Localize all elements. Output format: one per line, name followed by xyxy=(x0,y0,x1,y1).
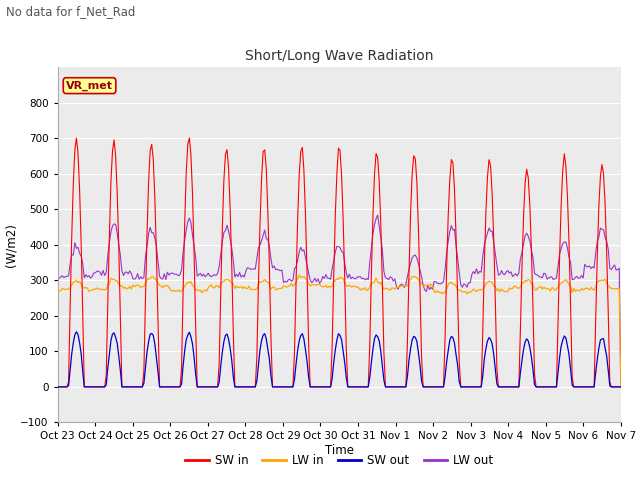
Title: Short/Long Wave Radiation: Short/Long Wave Radiation xyxy=(245,49,433,63)
Text: No data for f_Net_Rad: No data for f_Net_Rad xyxy=(6,5,136,18)
Legend: SW in, LW in, SW out, LW out: SW in, LW in, SW out, LW out xyxy=(180,449,498,472)
Y-axis label: (W/m2): (W/m2) xyxy=(4,223,17,267)
X-axis label: Time: Time xyxy=(324,444,354,457)
Text: VR_met: VR_met xyxy=(66,81,113,91)
